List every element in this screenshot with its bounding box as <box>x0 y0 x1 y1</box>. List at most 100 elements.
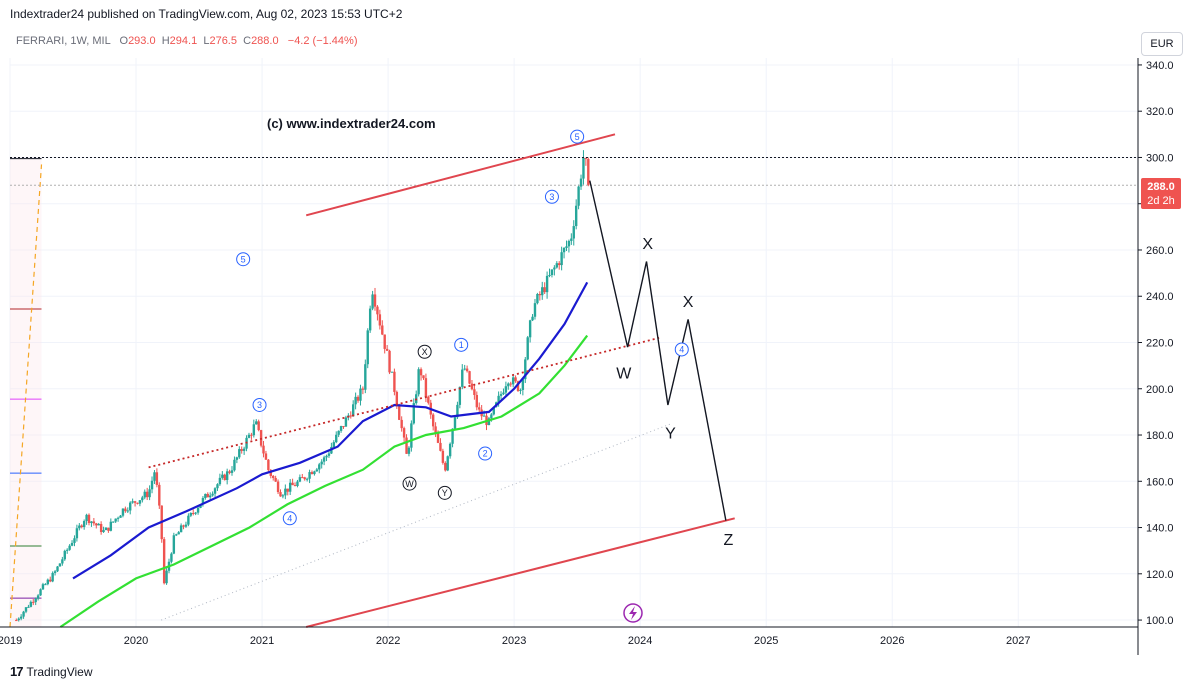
candle-body <box>533 303 537 317</box>
candle-body <box>361 388 365 390</box>
x-tick-label: 2021 <box>250 635 274 647</box>
currency-selector[interactable]: EUR <box>1141 32 1183 56</box>
candle-body <box>490 414 493 419</box>
candle-body <box>247 434 251 438</box>
candle-body <box>562 247 566 253</box>
candle-body <box>158 484 161 506</box>
symbol-title[interactable]: FERRARI, 1W, MIL <box>16 35 111 47</box>
candle-body <box>468 371 471 384</box>
candle-body <box>175 534 178 536</box>
candle-body <box>70 542 74 546</box>
candle-body <box>543 287 546 293</box>
candle-body <box>446 456 449 471</box>
candle-body <box>381 325 384 335</box>
candle-body <box>335 434 338 443</box>
candle-body <box>461 369 464 387</box>
candle-body <box>250 434 253 436</box>
candle-body <box>211 493 214 496</box>
candle-body <box>504 386 508 393</box>
candle-body <box>148 489 151 498</box>
candle-body <box>436 433 440 443</box>
wave-label-text: 1 <box>459 340 464 350</box>
candle-body <box>502 392 505 395</box>
wave-label-text: 2 <box>483 449 488 459</box>
candle-body <box>252 424 256 436</box>
y-tick-label: 180.0 <box>1146 430 1174 442</box>
candle-body <box>104 527 108 531</box>
y-tick-label: 120.0 <box>1146 569 1174 581</box>
candle-body <box>516 381 520 391</box>
candle-body <box>351 404 355 417</box>
candle-body <box>368 308 372 331</box>
candles <box>15 150 590 622</box>
candle-body <box>95 523 98 526</box>
x-tick-label: 2019 <box>0 635 22 647</box>
candle-body <box>521 379 525 390</box>
tradingview-logo-icon: 17 <box>10 664 24 679</box>
candle-body <box>240 449 243 451</box>
low-label: L <box>203 35 210 47</box>
candle-body <box>478 407 481 410</box>
open-label: O <box>119 35 129 47</box>
candle-body <box>15 620 18 622</box>
candle-body <box>356 396 360 401</box>
wave-projection-label: X <box>683 294 694 311</box>
x-tick-label: 2027 <box>1006 635 1030 647</box>
candle-body <box>63 550 66 560</box>
candle-body <box>99 523 103 533</box>
candle-body <box>165 570 168 584</box>
candle-body <box>170 553 173 562</box>
candle-body <box>427 396 430 403</box>
wave-label-circle <box>454 337 469 352</box>
candle-body <box>133 501 137 503</box>
flash-icon[interactable] <box>623 603 643 623</box>
indicator-lines <box>10 133 1138 628</box>
candle-body <box>470 383 474 390</box>
candle-body <box>327 453 331 456</box>
candle-body <box>402 428 406 438</box>
candle-body <box>119 515 122 518</box>
wave-label-circle <box>236 252 251 267</box>
candle-body <box>541 287 544 296</box>
candle-body <box>121 508 125 516</box>
grid <box>9 58 1138 627</box>
candle-body <box>560 252 563 266</box>
candle-body <box>242 448 246 451</box>
candle-body <box>22 611 25 617</box>
y-tick-label: 200.0 <box>1146 384 1174 396</box>
candle-body <box>308 472 311 479</box>
candle-body <box>143 491 146 498</box>
candle-body <box>17 618 20 621</box>
channel-lower-line <box>305 517 735 628</box>
candle-body <box>371 294 374 309</box>
x-tick-label: 2024 <box>628 635 652 647</box>
candle-body <box>337 430 340 435</box>
candle-body <box>453 417 457 429</box>
candle-body <box>332 442 336 447</box>
wave-label-circle <box>252 397 267 412</box>
change-value: −4.2 (−1.44%) <box>287 35 358 47</box>
candle-body <box>58 563 62 567</box>
candle-body <box>434 426 437 434</box>
wave-labels: 5 3 5 1 X 3 4 2 W Y 4 X X W Y Z <box>236 129 734 549</box>
candle-body <box>579 178 583 187</box>
y-tick-label: 140.0 <box>1146 523 1174 535</box>
candle-body <box>141 497 144 501</box>
candle-body <box>376 306 379 315</box>
candle-body <box>44 584 47 586</box>
candle-body <box>68 545 71 550</box>
candle-body <box>378 314 382 326</box>
candle-body <box>92 521 96 524</box>
candle-body <box>441 450 445 463</box>
wave-label-text: 3 <box>549 192 554 202</box>
candle-body <box>182 525 185 527</box>
candle-body <box>412 403 415 424</box>
candle-body <box>155 472 159 485</box>
candle-body <box>286 488 289 492</box>
y-tick-label: 340.0 <box>1146 60 1174 72</box>
bar-countdown: 2d 2h <box>1147 195 1175 207</box>
candle-body <box>223 474 226 481</box>
candle-body <box>259 430 263 446</box>
candle-body <box>87 514 91 523</box>
